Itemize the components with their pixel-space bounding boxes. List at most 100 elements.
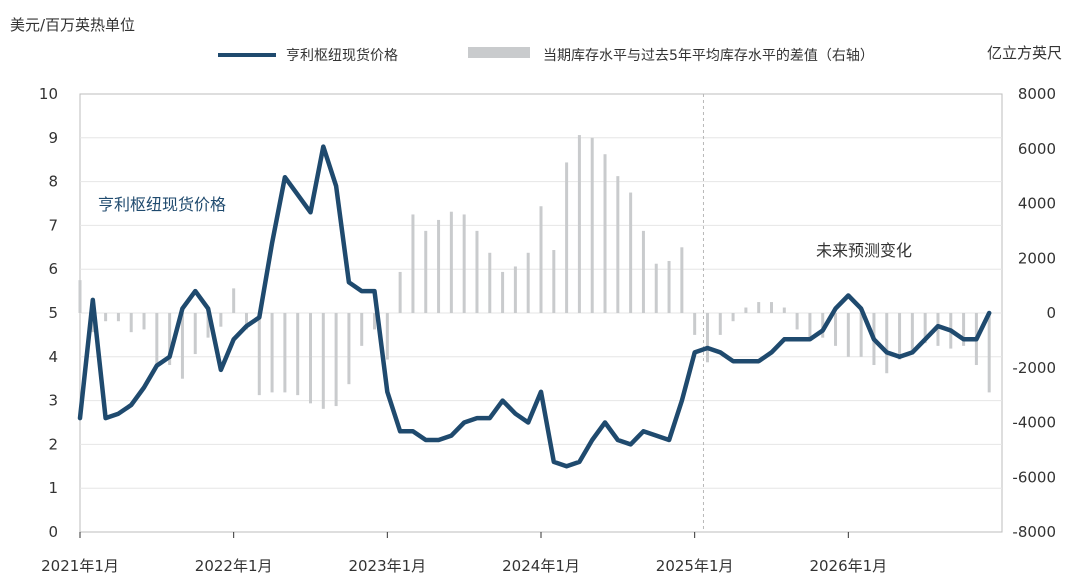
inventory-bar: [488, 252, 492, 313]
inventory-bar: [334, 313, 338, 407]
inventory-bar: [744, 307, 748, 313]
right-axis-ticks: -8000 -6000 -4000 -2000 0 2000 4000 6000 8000: [1012, 85, 1056, 541]
x-tick-label: 2025年1月: [656, 557, 734, 575]
inventory-bar: [475, 230, 479, 313]
inventory-bar: [923, 313, 927, 344]
right-tick-label: 2000: [1018, 249, 1056, 267]
inventory-bar: [705, 313, 709, 363]
inventory-bar: [437, 219, 441, 313]
inventory-bar: [142, 313, 146, 330]
inventory-bar: [680, 247, 684, 313]
inventory-bar: [309, 313, 312, 404]
forecast-annotation: 未来预测变化: [816, 241, 912, 260]
inventory-bar: [501, 271, 505, 313]
inventory-bar: [411, 214, 415, 313]
right-tick-label: 6000: [1018, 140, 1056, 158]
inventory-bar: [398, 271, 402, 313]
inventory-bar: [257, 313, 261, 396]
inventory-bar: [296, 313, 300, 396]
inventory-bar: [962, 313, 966, 346]
inventory-bar: [590, 137, 594, 313]
left-tick-label: 0: [48, 523, 58, 541]
inventory-bar: [513, 266, 517, 313]
right-tick-label: -6000: [1012, 468, 1056, 486]
inventory-bar: [104, 313, 108, 322]
inventory-bar: [782, 307, 786, 313]
inventory-bar: [757, 302, 761, 313]
right-axis-title: 亿立方英尺: [987, 44, 1062, 62]
inventory-bar: [654, 263, 658, 313]
inventory-bar: [449, 211, 453, 313]
left-tick-label: 10: [39, 85, 58, 103]
right-tick-label: -8000: [1012, 523, 1056, 541]
left-axis-ticks: 0 1 2 3 4 5 6 7 8 9 10: [39, 85, 58, 541]
inventory-bar: [78, 280, 82, 313]
left-tick-label: 5: [48, 304, 58, 322]
inventory-bar: [168, 313, 172, 366]
inventory-bar: [526, 252, 530, 313]
legend-line-label: 亨利枢纽现货价格: [286, 47, 398, 64]
legend-bar-label: 当期库存水平与过去5年平均库存水平的差值（右轴）: [543, 48, 874, 64]
right-tick-label: 4000: [1018, 195, 1056, 213]
x-tick-label: 2023年1月: [348, 557, 426, 575]
left-tick-label: 9: [48, 129, 58, 147]
inventory-bar: [898, 313, 902, 360]
inventory-bar: [910, 313, 914, 352]
x-tick-label: 2024年1月: [502, 557, 580, 575]
left-tick-label: 7: [48, 216, 58, 234]
inventory-bar: [936, 313, 940, 346]
inventory-bar: [129, 313, 133, 333]
price-line-group: [77, 144, 992, 469]
inventory-bar: [462, 214, 466, 313]
inventory-bar: [385, 313, 389, 360]
inventory-bar: [577, 135, 581, 313]
inventory-bar: [91, 313, 95, 333]
inventory-bar: [321, 313, 325, 409]
inventory-bars: [78, 135, 991, 409]
right-tick-label: 0: [1046, 304, 1056, 322]
series-annotation: 亨利枢纽现货价格: [98, 195, 226, 214]
inventory-bar: [987, 313, 991, 393]
price-line: [77, 144, 992, 469]
left-tick-label: 3: [48, 392, 58, 410]
inventory-bar: [770, 302, 773, 313]
inventory-bar: [373, 313, 377, 330]
inventory-bar: [859, 313, 863, 357]
inventory-bar: [193, 313, 197, 355]
x-axis-ticks: 2021年1月 2022年1月 2023年1月 2024年1月 2025年1月 2026年…: [41, 532, 887, 575]
left-axis-title: 美元/百万英热单位: [10, 16, 135, 34]
x-tick-label: 2021年1月: [41, 557, 119, 575]
inventory-bar: [283, 313, 287, 393]
inventory-bar: [116, 313, 120, 322]
x-tick-label: 2026年1月: [809, 557, 887, 575]
inventory-bar: [885, 313, 889, 374]
inventory-bar: [667, 260, 671, 313]
inventory-bar: [424, 230, 428, 313]
inventory-bar: [641, 230, 645, 313]
inventory-bar: [347, 313, 351, 385]
inventory-bar: [629, 192, 633, 313]
inventory-bar: [232, 288, 236, 313]
inventory-bar: [834, 313, 838, 346]
inventory-bar: [603, 154, 607, 313]
left-tick-label: 2: [48, 435, 58, 453]
right-tick-label: -4000: [1012, 414, 1056, 432]
left-tick-label: 8: [48, 173, 58, 191]
inventory-bar: [270, 313, 274, 393]
left-tick-label: 6: [48, 260, 58, 278]
inventory-bar: [718, 313, 722, 335]
left-tick-label: 1: [48, 479, 58, 497]
inventory-bar: [821, 313, 825, 338]
x-tick-label: 2022年1月: [195, 557, 273, 575]
inventory-bar: [206, 313, 210, 338]
right-tick-label: 8000: [1018, 85, 1056, 103]
legend-bar-swatch: [468, 47, 530, 58]
inventory-bar: [616, 176, 620, 313]
inventory-bar: [731, 313, 735, 322]
inventory-bar: [693, 313, 697, 335]
inventory-bar: [360, 313, 364, 346]
left-tick-label: 4: [48, 348, 58, 366]
inventory-bar: [219, 313, 223, 327]
inventory-bar: [552, 250, 556, 313]
